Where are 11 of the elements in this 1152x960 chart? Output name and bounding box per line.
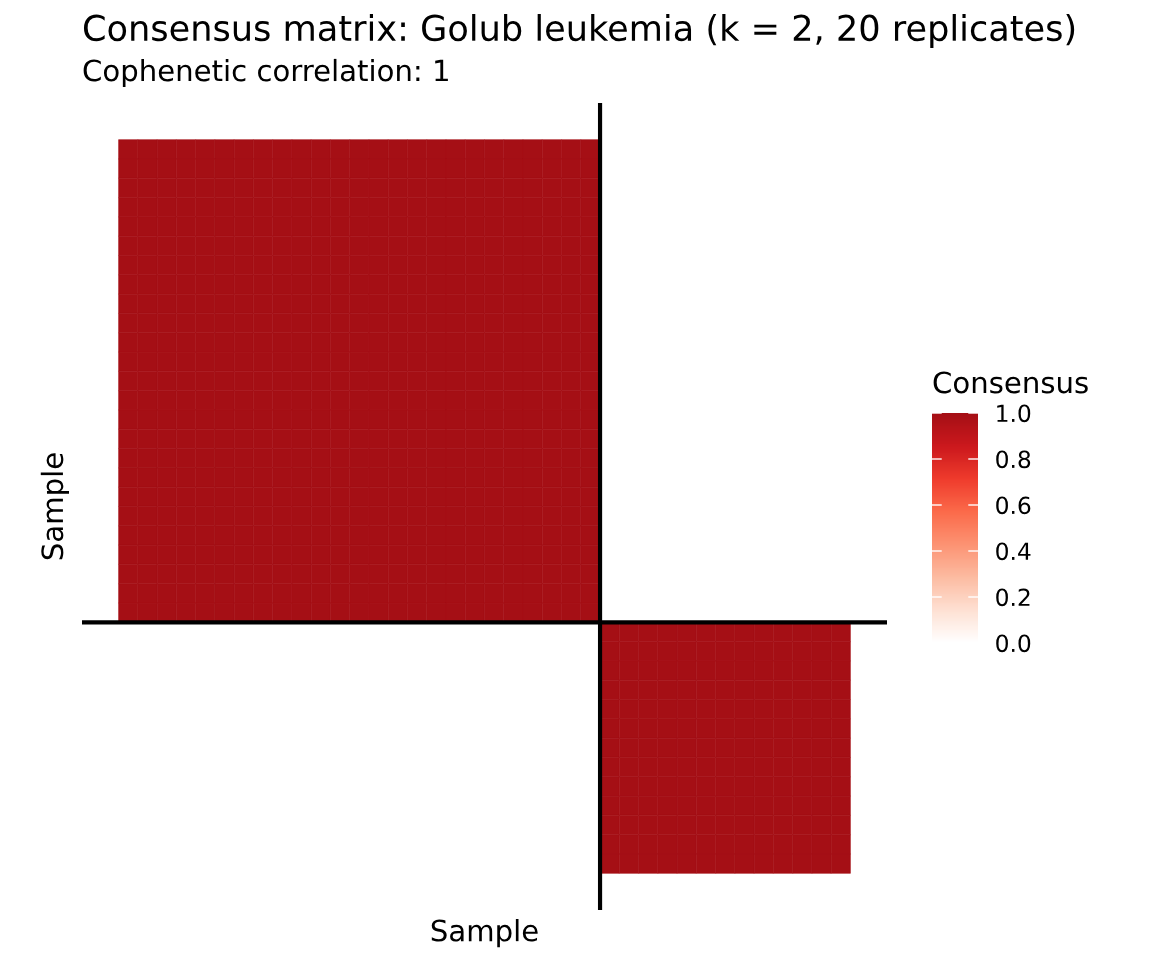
color-bar-label: 1.0 (997, 404, 1031, 423)
color-bar-label: 0.6 (996, 496, 1031, 515)
y-axis-title: Sample (40, 453, 69, 560)
color-bar-label: 0.4 (996, 542, 1031, 561)
x-axis-title: Sample (431, 919, 538, 948)
chart-subtitle: Cophenetic correlation: 1 (83, 58, 448, 88)
chart-title: Consensus matrix: Golub leukemia (k = 2, 20 replicates) (83, 14, 1075, 48)
color-bar-label: 0.8 (996, 450, 1031, 469)
color-bar-label: 0.0 (996, 634, 1031, 653)
color-bar-title: Consensus (933, 371, 1088, 394)
color-bar-label: 0.2 (996, 588, 1030, 607)
